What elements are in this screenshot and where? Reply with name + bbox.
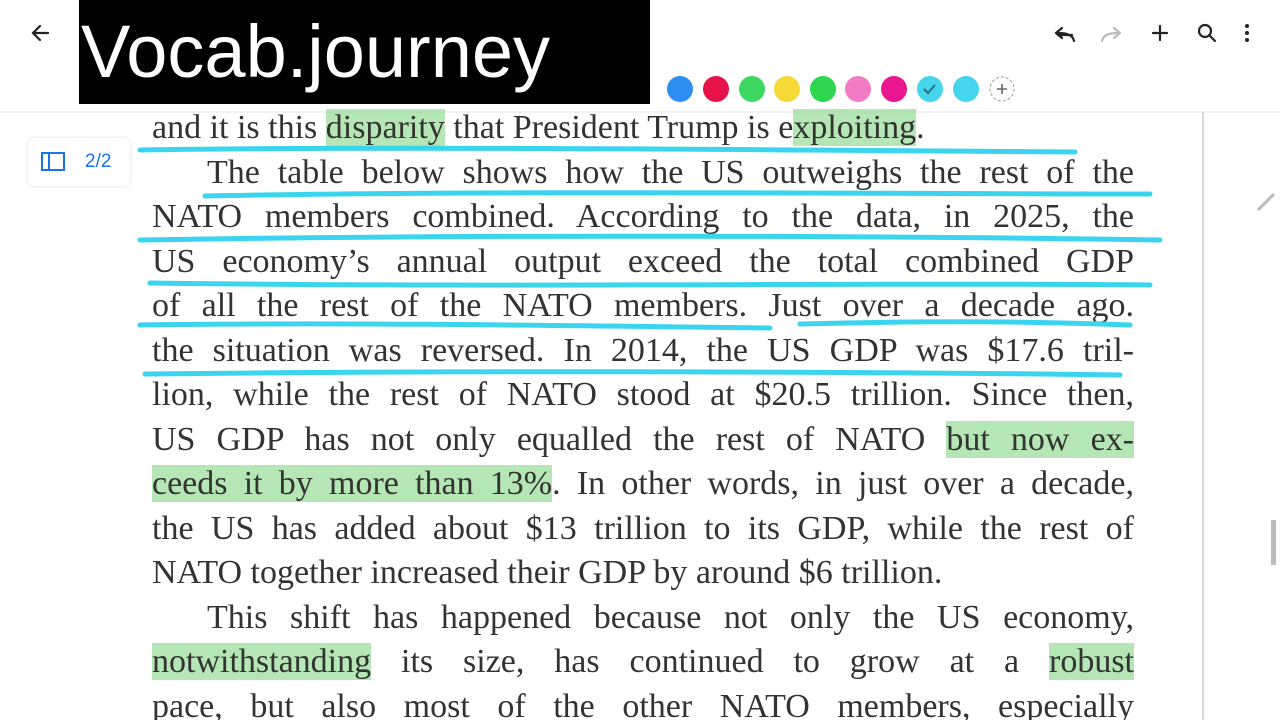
color-swatch[interactable] bbox=[774, 76, 800, 102]
text-line: the situation was reversed. In 2014, the… bbox=[152, 329, 1134, 374]
highlighted-text: robust bbox=[1049, 643, 1134, 680]
text-run: NATO members combined. According to the … bbox=[152, 198, 1134, 235]
sidebar-icon bbox=[41, 152, 65, 171]
pen-tool[interactable] bbox=[1256, 192, 1276, 212]
text-line: US GDP has not only equalled the rest of… bbox=[152, 418, 1134, 463]
color-swatch[interactable] bbox=[881, 76, 907, 102]
back-button[interactable] bbox=[31, 24, 50, 42]
text-run: . In other words, in just over a decade, bbox=[552, 465, 1134, 502]
document-text: and it is this disparity that President … bbox=[152, 106, 1134, 720]
highlighted-text: disparity bbox=[325, 109, 445, 146]
text-line: and it is this disparity that President … bbox=[152, 106, 1134, 151]
color-swatch[interactable] bbox=[953, 76, 979, 102]
color-swatch[interactable] bbox=[810, 76, 836, 102]
color-swatch[interactable] bbox=[667, 76, 693, 102]
text-line: This shift has happened because not only… bbox=[152, 596, 1134, 641]
text-line: the US has added about $13 trillion to i… bbox=[152, 507, 1134, 552]
text-run: lion, while the rest of NATO stood at $2… bbox=[152, 376, 1134, 413]
text-line: notwithstanding its size, has continued … bbox=[152, 640, 1134, 685]
redo-button[interactable] bbox=[1100, 26, 1122, 43]
add-color-icon bbox=[997, 84, 1007, 94]
color-swatch[interactable] bbox=[703, 76, 729, 102]
color-swatch[interactable] bbox=[845, 76, 871, 102]
highlighted-text: ceeds it by more than 13% bbox=[152, 465, 553, 502]
text-line: US economy’s annual output exceed the to… bbox=[152, 240, 1134, 285]
text-run: of all the rest of the NATO members. Jus… bbox=[152, 287, 1134, 324]
scrollbar bbox=[1271, 520, 1276, 565]
text-run: NATO together increased their GDP by aro… bbox=[152, 554, 943, 591]
text-run: the situation was reversed. In 2014, the… bbox=[152, 331, 1134, 369]
text-line: lion, while the rest of NATO stood at $2… bbox=[152, 373, 1134, 418]
highlighted-text: xploiting bbox=[793, 109, 917, 146]
text-line: NATO members combined. According to the … bbox=[152, 195, 1134, 240]
text-line: NATO together increased their GDP by aro… bbox=[152, 551, 1134, 596]
page-thumbnail-toggle[interactable]: 2/2 bbox=[28, 138, 130, 186]
text-line: ceeds it by more than 13%. In other word… bbox=[152, 462, 1134, 507]
page-indicator: 2/2 bbox=[85, 151, 112, 172]
text-run: the US has added about $13 trillion to i… bbox=[152, 509, 1134, 547]
search-button[interactable] bbox=[1197, 23, 1217, 43]
text-run: US GDP has not only equalled the rest of… bbox=[152, 420, 947, 458]
text-run: and it is this bbox=[152, 109, 326, 146]
text-line: The table below shows how the US outweig… bbox=[152, 151, 1134, 196]
highlighted-text: notwithstanding bbox=[152, 643, 372, 680]
color-swatch[interactable] bbox=[739, 76, 765, 102]
text-run: . bbox=[916, 109, 925, 146]
text-run: This shift has happened because not only… bbox=[207, 598, 1134, 636]
text-run: The table below shows how the US outweig… bbox=[207, 153, 1134, 191]
add-button[interactable] bbox=[1151, 24, 1169, 42]
text-run: US economy’s annual output exceed the to… bbox=[152, 242, 1134, 280]
more-button[interactable] bbox=[1245, 24, 1249, 42]
text-run: that President Trump is e bbox=[444, 109, 794, 146]
highlighted-text: but now ex- bbox=[946, 420, 1134, 458]
color-palette bbox=[667, 76, 1015, 102]
text-line: pace, but also most of the other NATO me… bbox=[152, 685, 1134, 720]
undo-button[interactable] bbox=[1054, 26, 1076, 43]
text-run: its size, has continued to grow at a bbox=[371, 643, 1049, 680]
text-line: of all the rest of the NATO members. Jus… bbox=[152, 284, 1134, 329]
text-run: pace, but also most of the other NATO me… bbox=[152, 687, 1134, 720]
check-mark bbox=[923, 84, 936, 95]
color-swatch-selected[interactable] bbox=[917, 76, 943, 102]
channel-banner: Vocab.journey bbox=[79, 0, 650, 104]
